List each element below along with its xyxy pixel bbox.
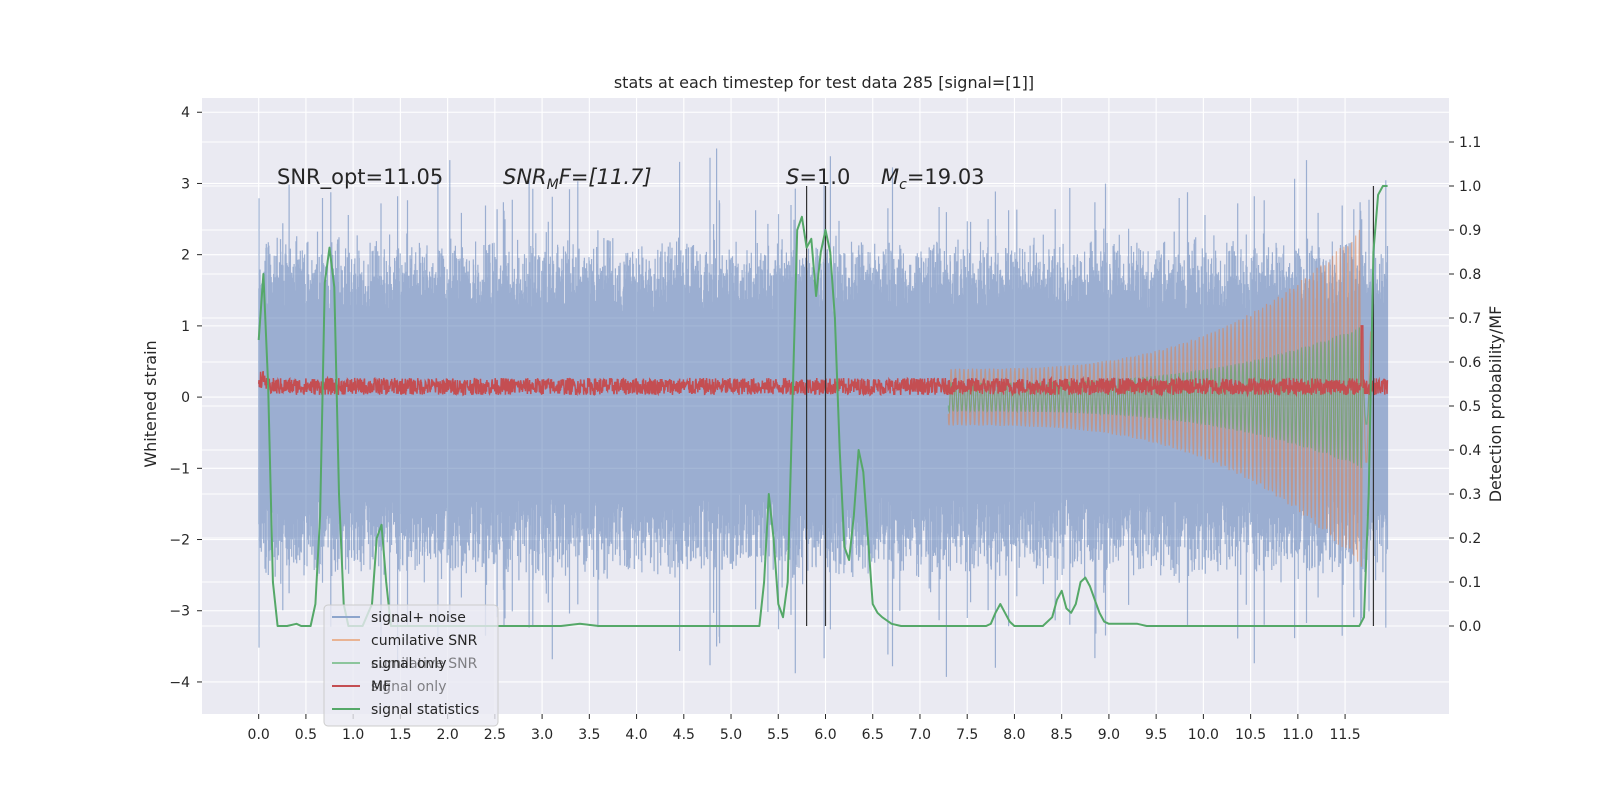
x-tick-label: 7.0 (909, 727, 931, 743)
x-tick-label: 3.0 (531, 727, 553, 743)
x-tick-label: 9.5 (1145, 727, 1167, 743)
x-tick-label: 4.0 (625, 727, 647, 743)
signal-only-trace (947, 327, 1372, 468)
annotation-s-tail: =1.0 (799, 165, 850, 189)
annotation-mc-tail: =19.03 (907, 165, 985, 189)
legend-ghost-label: cumilative SNR (371, 656, 478, 672)
x-tick-label: 0.0 (248, 727, 270, 743)
series-signal-only (947, 327, 1372, 468)
legend-label: signal statistics (371, 702, 479, 718)
y-tick-label: 3 (181, 176, 190, 192)
y-right-tick-label: 0.8 (1459, 267, 1481, 283)
y-right-tick-label: 1.0 (1459, 179, 1481, 195)
x-tick-label: 0.5 (295, 727, 317, 743)
y-tick-label: −3 (169, 604, 190, 620)
x-tick-label: 10.5 (1235, 727, 1266, 743)
y-right-tick-label: 0.7 (1459, 311, 1481, 327)
x-tick-label: 5.5 (767, 727, 789, 743)
annotation-mc: Mc=19.03 (881, 165, 985, 193)
x-ticks: 0.0 0.5 1.0 1.5 2.0 2.5 3.0 3.5 4.0 4.5 5.0 5.5 6.0 6… (248, 714, 1361, 743)
annotation-s: S=1.0 (786, 165, 850, 189)
series-mf (257, 325, 1389, 398)
annotation-s-var: S (786, 165, 799, 189)
x-tick-label: 7.5 (956, 727, 978, 743)
x-tick-label: 9.0 (1098, 727, 1120, 743)
x-tick-label: 10.0 (1188, 727, 1219, 743)
y-right-tick-label: 0.2 (1459, 531, 1481, 547)
annotation-snr-opt: SNR_opt=11.05 (277, 165, 443, 190)
y-ticks-right: 1.1 1.0 0.9 0.8 0.7 0.6 0.5 0.4 0.3 0.2 0.1 0.0 (1449, 135, 1481, 635)
chart-title: stats at each timestep for test data 285… (614, 73, 1034, 92)
x-tick-label: 3.5 (578, 727, 600, 743)
x-tick-label: 1.5 (389, 727, 411, 743)
annotation-mc-sub: c (899, 177, 907, 193)
x-tick-label: 5.0 (720, 727, 742, 743)
x-tick-label: 11.5 (1329, 727, 1360, 743)
y-right-tick-label: 0.5 (1459, 399, 1481, 415)
legend-label: MF (371, 679, 391, 695)
y-tick-label: 0 (181, 390, 190, 406)
x-tick-label: 6.5 (862, 727, 884, 743)
x-tick-label: 1.0 (342, 727, 364, 743)
y-axis-label: Whitened strain (141, 340, 160, 467)
y-right-tick-label: 0.3 (1459, 487, 1481, 503)
x-tick-label: 8.0 (1003, 727, 1025, 743)
y-tick-label: 4 (181, 105, 190, 121)
legend-label: cumilative SNR (371, 633, 478, 649)
legend-label: signal only (371, 656, 446, 672)
y-tick-label: 1 (181, 319, 190, 335)
x-tick-label: 8.5 (1051, 727, 1073, 743)
y-right-tick-label: 0.6 (1459, 355, 1481, 371)
annotation-snr-mf-sub: M (547, 177, 559, 193)
y-ticks-left: 4 3 2 1 0 −1 −2 −3 −4 (169, 105, 202, 691)
legend: cumilative SNR signal only signal+ noise… (323, 604, 499, 727)
mf-trace (257, 325, 1389, 398)
x-tick-label: 11.0 (1282, 727, 1313, 743)
legend-box (323, 604, 499, 727)
y-tick-label: 2 (181, 248, 190, 264)
legend-ghost-label: signal only (371, 679, 446, 695)
y-right-tick-label: 0.9 (1459, 223, 1481, 239)
x-tick-label: 6.0 (814, 727, 836, 743)
y-axis-label-right: Detection probability/MF (1486, 306, 1505, 503)
annotation-snr-mf-var: SNR (503, 165, 547, 189)
annotation-snr-mf-tail: F=[11.7] (559, 165, 652, 189)
y-tick-label: −2 (169, 533, 190, 549)
y-tick-label: −1 (169, 461, 190, 477)
y-right-tick-label: 1.1 (1459, 135, 1481, 151)
y-right-tick-label: 0.1 (1459, 575, 1481, 591)
y-right-tick-label: 0.0 (1459, 619, 1481, 635)
legend-label: signal+ noise (371, 610, 466, 626)
x-tick-label: 2.0 (436, 727, 458, 743)
y-right-tick-label: 0.4 (1459, 443, 1481, 459)
x-tick-label: 2.5 (484, 727, 506, 743)
y-tick-label: −4 (169, 675, 190, 691)
annotation-mc-var: M (881, 165, 899, 189)
x-tick-label: 4.5 (673, 727, 695, 743)
annotation-snr-mf: SNRMF=[11.7] (503, 165, 652, 193)
